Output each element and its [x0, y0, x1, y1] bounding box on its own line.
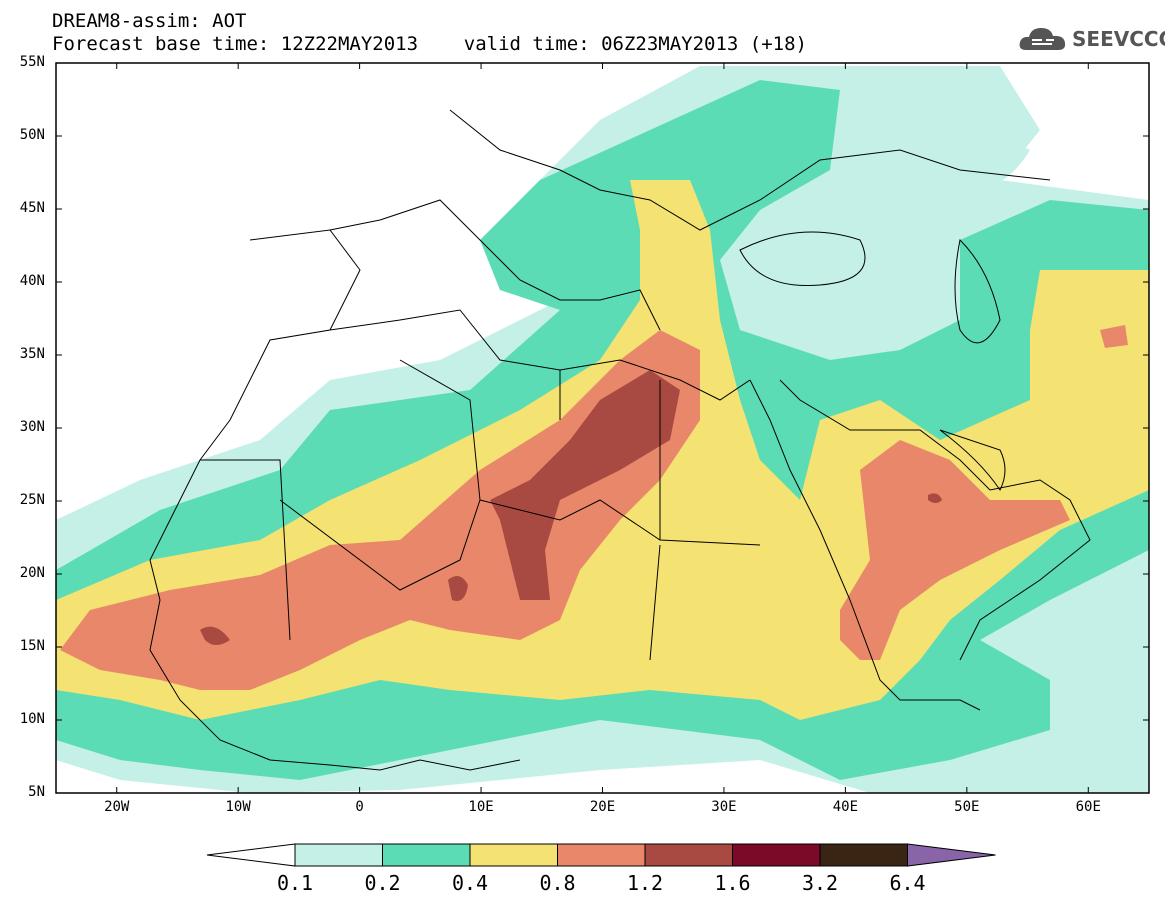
seevccc-logo: SEEVCCC — [1018, 24, 1165, 54]
coastline-red-sea — [749, 379, 981, 711]
lat-label: 5N — [28, 784, 45, 800]
lat-label: 25N — [19, 492, 45, 508]
lat-label: 35N — [19, 346, 45, 362]
lat-label: 40N — [19, 273, 45, 289]
lon-label: 30E — [711, 799, 737, 815]
cloud-icon — [1019, 28, 1066, 50]
aot-band-1.2-small2 — [200, 626, 230, 645]
coastline-mediterranean-north — [329, 199, 661, 331]
lon-label: 20W — [104, 799, 130, 815]
coastline-black-sea — [739, 231, 866, 287]
lon-label: 40E — [832, 799, 859, 815]
border-1 — [200, 459, 481, 641]
colorbar-swatch — [294, 843, 383, 867]
forecast-time-line: Forecast base time: 12Z22MAY2013 valid t… — [52, 33, 807, 55]
coastlines — [149, 109, 1091, 771]
aot-band-1.2-small1 — [448, 576, 468, 601]
colorbar-level-label: 1.6 — [714, 871, 751, 895]
lat-label: 55N — [19, 54, 45, 70]
colorbar-level-label: 1.2 — [626, 871, 664, 895]
lon-label: 20E — [589, 799, 616, 815]
border-3 — [399, 359, 661, 540]
lat-label: 50N — [19, 127, 45, 143]
colorbar-under-triangle — [206, 843, 296, 867]
border-2 — [479, 499, 761, 661]
lon-label: 10W — [225, 799, 251, 815]
colorbar-swatch — [819, 843, 908, 867]
lon-label: 50E — [954, 799, 980, 815]
lon-label: 0 — [355, 799, 364, 815]
coastline-gulf — [939, 429, 1006, 491]
aot-band-1.2-small3 — [928, 493, 942, 503]
aot-band-0.8-iran — [1100, 325, 1128, 348]
axis-ticks — [56, 62, 1149, 794]
colorbar-level-label: 0.2 — [364, 871, 401, 895]
colorbar-level-label: 6.4 — [889, 871, 926, 895]
aot-band-0.8-arabia — [840, 440, 1070, 660]
colorbar-over-triangle — [907, 843, 996, 867]
colorbar-swatch — [644, 843, 733, 867]
colorbar-level-label: 0.1 — [276, 871, 314, 895]
colorbar — [206, 843, 996, 867]
aot-band-0.1-east — [888, 127, 1030, 196]
chart-title: DREAM8-assim: AOT — [52, 10, 247, 32]
lat-label: 30N — [19, 419, 45, 435]
colorbar-swatch — [732, 843, 821, 867]
lat-label: 45N — [19, 200, 45, 216]
aot-field — [56, 63, 1149, 793]
colorbar-level-label: 0.8 — [539, 871, 576, 895]
colorbar-swatch — [557, 843, 646, 867]
lat-label: 10N — [19, 711, 45, 727]
aot-band-1.2 — [490, 370, 680, 600]
lon-label: 10E — [468, 799, 494, 815]
coastline-arabia — [779, 379, 1091, 661]
colorbar-level-label: 0.4 — [451, 871, 489, 895]
border-europe — [449, 109, 1051, 231]
lon-label: 60E — [1075, 799, 1101, 815]
colorbar-swatch — [382, 843, 471, 867]
coastline-caspian — [954, 238, 1001, 344]
lat-label: 20N — [19, 565, 45, 581]
colorbar-swatch — [469, 843, 558, 867]
lat-label: 15N — [19, 638, 45, 654]
logo-text: SEEVCCC — [1072, 27, 1165, 51]
colorbar-level-label: 3.2 — [801, 871, 839, 895]
coastline-iberia-africa — [149, 229, 521, 771]
